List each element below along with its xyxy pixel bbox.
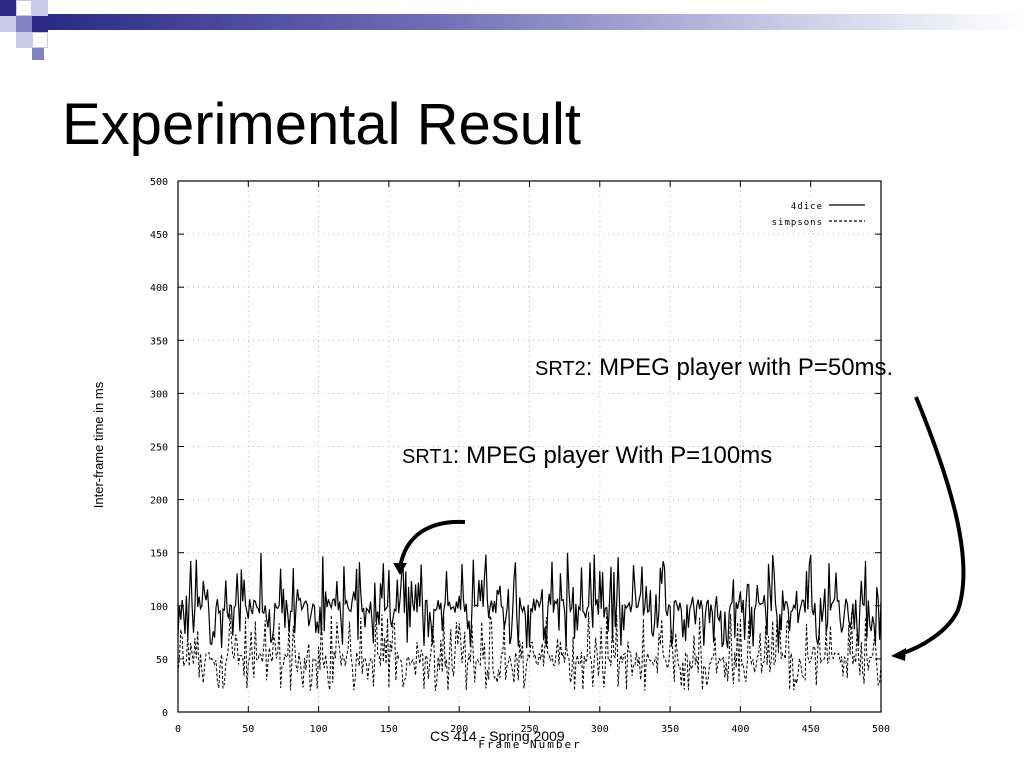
srt2-description: MPEG player with P=50ms. (599, 354, 894, 381)
decorative-square (32, 32, 48, 48)
y-tick-label: 350 (150, 336, 168, 347)
srt1-annotation: SRT1: MPEG player With P=100ms (402, 444, 772, 468)
x-tick-label: 100 (310, 724, 328, 735)
x-tick-label: 150 (380, 724, 398, 735)
decorative-square (0, 16, 16, 32)
y-tick-label: 450 (150, 230, 168, 241)
chart-ticks: 0 50 100 150 200 250 300 350 400 450 500 0 50 100 150 2… (150, 177, 890, 735)
y-tick-label: 250 (150, 443, 168, 454)
decorative-square (32, 48, 44, 60)
srt1-separator: : (452, 442, 467, 469)
decorative-square (32, 16, 48, 32)
y-tick-label: 300 (150, 389, 168, 400)
chart-series-group (177, 552, 882, 691)
slide-footer: CS 414 - Spring 2009 (430, 728, 565, 744)
decorative-square (0, 0, 16, 16)
x-tick-label: 300 (591, 724, 609, 735)
chart-legend: 4dice simpsons (772, 202, 865, 228)
slide-title: Experimental Result (62, 92, 581, 157)
y-axis-label: Inter-frame time in ms (91, 381, 106, 508)
chart-grid (178, 181, 881, 712)
legend-label: simpsons (772, 218, 823, 228)
x-tick-label: 250 (520, 724, 538, 735)
decorative-square (16, 16, 32, 32)
x-tick-label: 500 (872, 724, 890, 735)
srt1-label: SRT1 (402, 446, 453, 468)
header-band (48, 14, 1024, 30)
srt2-arrowhead (891, 648, 906, 661)
srt2-arrow (899, 396, 966, 656)
series-line-4dice (177, 552, 882, 649)
x-tick-label: 0 (175, 724, 181, 735)
y-tick-label: 500 (150, 177, 168, 188)
x-tick-label: 50 (242, 724, 254, 735)
x-tick-label: 450 (802, 724, 820, 735)
y-tick-label: 100 (150, 602, 168, 613)
x-tick-label: 200 (450, 724, 468, 735)
y-tick-label: 400 (150, 283, 168, 294)
legend-label: 4dice (791, 202, 823, 212)
y-tick-label: 50 (156, 655, 168, 666)
srt1-arrow (398, 519, 466, 569)
srt2-separator: : (585, 354, 600, 381)
y-tick-label: 150 (150, 549, 168, 560)
srt1-arrowhead (393, 563, 407, 575)
y-tick-label: 200 (150, 496, 168, 507)
decorative-square (16, 32, 32, 48)
x-tick-label: 350 (661, 724, 679, 735)
decorative-square (16, 0, 32, 16)
series-line-simpsons (177, 611, 882, 691)
srt2-label: SRT2 (535, 358, 586, 380)
x-tick-label: 400 (731, 724, 749, 735)
srt2-annotation: SRT2: MPEG player with P=50ms. (535, 356, 893, 380)
x-axis-label: Frame Number (478, 738, 581, 751)
decorative-square (32, 0, 48, 16)
srt1-description: MPEG player With P=100ms (466, 442, 773, 469)
y-tick-label: 0 (162, 708, 168, 719)
